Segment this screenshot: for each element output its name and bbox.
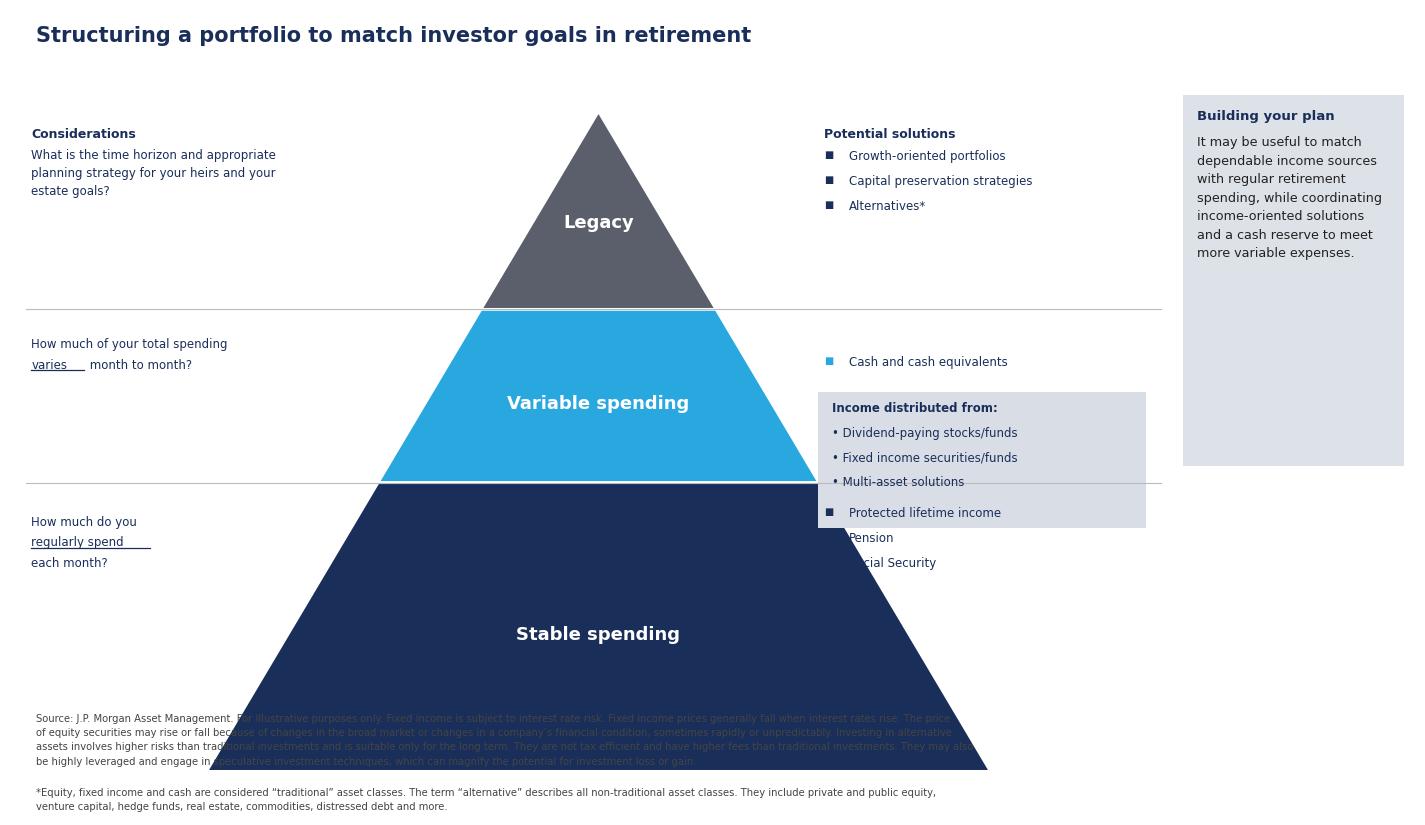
FancyBboxPatch shape <box>1183 95 1404 466</box>
Text: How much of your total spending: How much of your total spending <box>31 338 228 351</box>
Text: • Dividend-paying stocks/funds: • Dividend-paying stocks/funds <box>832 427 1017 440</box>
Text: ■: ■ <box>824 150 832 160</box>
Text: Variable spending: Variable spending <box>507 395 690 413</box>
Text: ■: ■ <box>824 175 832 185</box>
Text: Source: J.P. Morgan Asset Management. For illustrative purposes only. Fixed inco: Source: J.P. Morgan Asset Management. Fo… <box>36 714 973 766</box>
Polygon shape <box>378 309 819 483</box>
Text: Structuring a portfolio to match investor goals in retirement: Structuring a portfolio to match investo… <box>36 26 751 46</box>
Text: Pension: Pension <box>849 532 895 545</box>
Text: month to month?: month to month? <box>86 359 191 372</box>
Text: Building your plan: Building your plan <box>1197 110 1335 123</box>
Text: Income distributed from:: Income distributed from: <box>832 402 997 415</box>
Text: ■: ■ <box>824 507 832 517</box>
Text: • Fixed income securities/funds: • Fixed income securities/funds <box>832 451 1017 464</box>
Text: Growth-oriented portfolios: Growth-oriented portfolios <box>849 150 1006 163</box>
Text: Considerations: Considerations <box>31 128 137 141</box>
Text: ■: ■ <box>824 356 832 366</box>
Text: It may be useful to match
dependable income sources
with regular retirement
spen: It may be useful to match dependable inc… <box>1197 136 1382 260</box>
Text: Legacy: Legacy <box>563 214 634 232</box>
Text: Capital preservation strategies: Capital preservation strategies <box>849 175 1033 188</box>
Text: ■: ■ <box>824 557 832 567</box>
Text: ■: ■ <box>824 200 832 210</box>
Polygon shape <box>480 111 715 309</box>
Text: Stable spending: Stable spending <box>516 626 681 644</box>
Text: Alternatives*: Alternatives* <box>849 200 926 213</box>
Text: varies: varies <box>31 359 67 372</box>
Text: *Equity, fixed income and cash are considered “traditional” asset classes. The t: *Equity, fixed income and cash are consi… <box>36 788 936 813</box>
Text: Protected lifetime income: Protected lifetime income <box>849 507 1002 521</box>
Text: each month?: each month? <box>31 557 108 570</box>
Text: What is the time horizon and appropriate
planning strategy for your heirs and yo: What is the time horizon and appropriate… <box>31 148 276 197</box>
Text: Social Security: Social Security <box>849 557 936 570</box>
Text: How much do you: How much do you <box>31 516 137 529</box>
FancyBboxPatch shape <box>818 392 1146 528</box>
Text: Potential solutions: Potential solutions <box>824 128 955 141</box>
Text: ■: ■ <box>824 532 832 542</box>
Polygon shape <box>207 483 990 771</box>
Text: Cash and cash equivalents: Cash and cash equivalents <box>849 356 1007 370</box>
Text: • Multi-asset solutions: • Multi-asset solutions <box>832 476 965 489</box>
Text: regularly spend: regularly spend <box>31 536 124 549</box>
